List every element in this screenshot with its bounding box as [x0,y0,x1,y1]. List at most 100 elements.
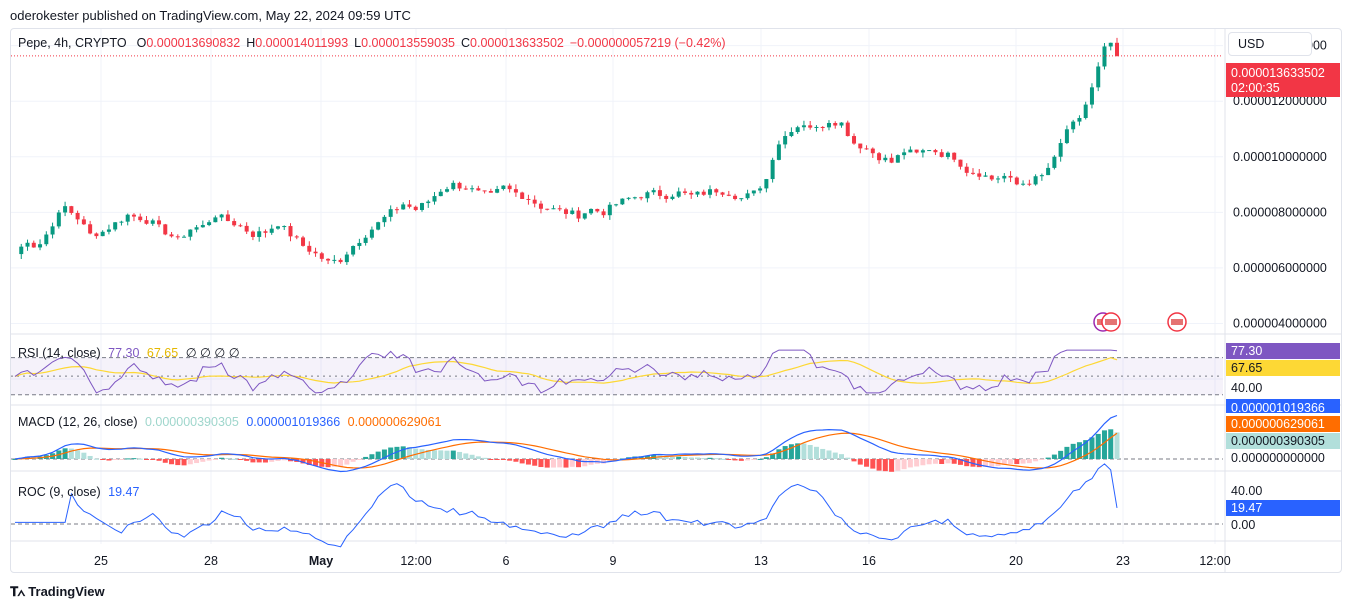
candle-body [250,231,255,237]
macd-histogram-bar [87,455,93,459]
candle-body [720,192,725,195]
macd-histogram-bar [118,459,124,460]
macd-histogram-bar [519,459,525,464]
candle-body [94,233,99,237]
macd-histogram-bar [244,459,250,461]
candle-body [476,188,481,191]
macd-histogram-bar [1089,437,1095,459]
candle-body [463,188,468,190]
macd-histogram-bar [576,459,582,468]
candle-body [501,185,506,189]
published-caption: oderokester published on TradingView.com… [10,8,411,23]
macd-histogram-bar [638,456,644,459]
macd-legend[interactable]: MACD (12, 26, close) 0.000000390305 0.00… [18,415,446,429]
candle-body [520,192,525,199]
macd-histogram-bar [688,457,694,459]
candle-body [883,157,888,161]
candle-body [326,258,331,261]
macd-histogram-bar [269,459,275,462]
candle-body [701,191,706,195]
candle-body [758,188,763,191]
macd-histogram-bar [820,448,826,459]
candle-body [388,209,393,217]
tradingview-logo[interactable]: 𝐓∧ TradingView [10,584,105,600]
candle-body [169,234,174,237]
candle-body [451,182,456,190]
macd-histogram-bar [876,459,882,471]
macd-histogram-bar [469,454,475,459]
macd-histogram-bar [1001,459,1007,465]
candle-body [632,197,637,199]
candle-body [908,149,913,153]
high-value: 0.000014011993 [255,36,349,50]
candle-body [664,195,669,199]
candle-body [482,190,487,192]
candle-body [56,212,61,227]
candle-body [889,157,894,163]
candle-body [301,237,306,246]
macd-histogram-bar [250,459,256,463]
macd-histogram-bar [75,450,81,459]
macd-histogram-bar [544,459,550,468]
candle-body [488,191,493,193]
symbol-label[interactable]: Pepe, 4h, CRYPTO [18,36,127,50]
candle-body [363,237,368,243]
candle-body [582,213,587,219]
candle-body [194,227,199,230]
macd-histogram-bar [93,458,99,460]
candle-body [113,222,118,230]
macd-histogram-bar [1008,459,1014,464]
currency-button[interactable]: USD [1228,32,1312,56]
candle-body [933,150,938,153]
macd-histogram-bar [738,459,744,461]
candle-body [820,126,825,128]
candle-body [657,190,662,196]
macd-histogram-bar [438,450,444,459]
price-axis-label: 0.000012000000 [1233,94,1327,108]
time-axis-label: 28 [204,554,218,568]
macd-histogram-bar [569,459,575,467]
candle-body [726,194,731,196]
candle-body [939,152,944,157]
rsi-legend[interactable]: RSI (14, close) 77.30 67.65 ∅ ∅ ∅ ∅ [18,345,244,360]
macd-histogram-bar [770,453,776,459]
macd-signal-line [14,432,1118,469]
candle-body [338,259,343,263]
candle-body [131,214,136,217]
candle-body [1089,87,1094,105]
chart-frame[interactable]: 0.0000140000000.0000120000000.0000100000… [10,28,1342,573]
candle-body [996,178,1001,180]
candle-body [745,193,750,199]
macd-histogram-bar [231,458,237,460]
macd-histogram-bar [707,457,713,459]
candle-body [394,209,399,211]
macd-histogram-bar [907,459,913,468]
macd-histogram-bar [864,459,870,467]
macd-histogram-bar [125,458,131,460]
candle-body [507,185,512,190]
macd-histogram-bar [81,452,87,459]
candle-body [538,203,543,209]
macd-histogram-bar [1095,433,1101,459]
candle-body [626,197,631,199]
macd-histogram-bar [895,459,901,471]
macd-histogram-bar [400,446,406,459]
macd-histogram-bar [212,459,218,460]
candle-body [25,242,30,247]
roc-line [15,463,1118,548]
macd-histogram-bar [845,457,851,459]
macd-histogram-bar [857,459,863,465]
candle-body [1102,46,1107,67]
candle-body [1033,176,1038,185]
candle-body [238,225,243,227]
macd-histogram-bar [194,459,200,464]
signal-axis-tag: 0.000000629061 [1226,416,1340,432]
candle-body [257,231,262,237]
candle-body [351,246,356,255]
chart-canvas[interactable]: 0.0000140000000.0000120000000.0000100000… [11,29,1342,573]
macd-histogram-bar [350,459,356,462]
roc-legend[interactable]: ROC (9, close) 19.47 [18,485,143,499]
candle-body [150,220,155,224]
macd-histogram-bar [932,459,938,464]
candle-body [125,214,130,222]
